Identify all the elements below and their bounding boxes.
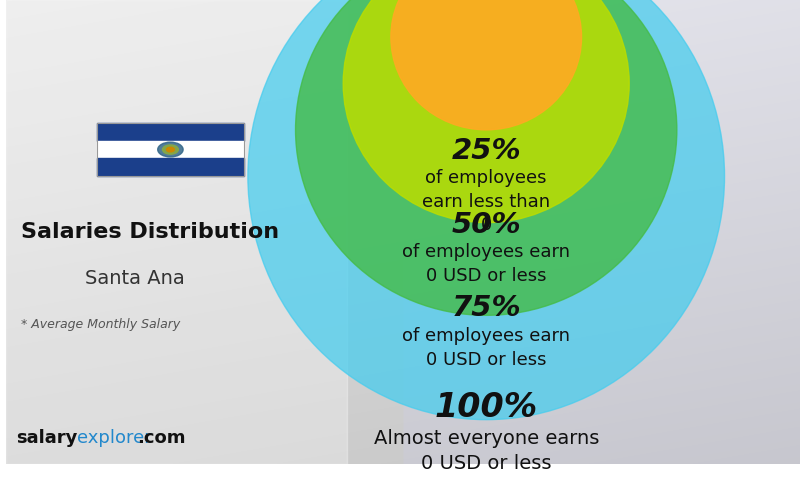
- Text: Santa Ana: Santa Ana: [85, 269, 185, 288]
- Bar: [97, 123, 244, 176]
- Text: 75%: 75%: [451, 294, 521, 322]
- Text: of employees earn
0 USD or less: of employees earn 0 USD or less: [402, 243, 570, 285]
- Text: 100%: 100%: [434, 391, 538, 424]
- Circle shape: [166, 147, 174, 152]
- Text: explorer: explorer: [77, 429, 152, 447]
- Bar: [97, 141, 244, 158]
- Text: of employees earn
0 USD or less: of employees earn 0 USD or less: [402, 327, 570, 369]
- Text: .com: .com: [137, 429, 185, 447]
- Text: * Average Monthly Salary: * Average Monthly Salary: [22, 318, 181, 331]
- Circle shape: [162, 145, 178, 154]
- Text: 25%: 25%: [451, 137, 521, 165]
- Ellipse shape: [248, 0, 725, 420]
- Circle shape: [158, 142, 183, 157]
- Text: 50%: 50%: [451, 211, 521, 239]
- Text: of employees
earn less than
0: of employees earn less than 0: [422, 169, 550, 234]
- Bar: [97, 158, 244, 176]
- Ellipse shape: [295, 0, 677, 315]
- Text: salary: salary: [16, 429, 77, 447]
- Bar: [6, 0, 347, 464]
- Bar: [97, 123, 244, 141]
- Text: Salaries Distribution: Salaries Distribution: [22, 222, 279, 242]
- Text: Almost everyone earns
0 USD or less: Almost everyone earns 0 USD or less: [374, 429, 599, 473]
- Ellipse shape: [343, 0, 629, 223]
- Ellipse shape: [391, 0, 582, 130]
